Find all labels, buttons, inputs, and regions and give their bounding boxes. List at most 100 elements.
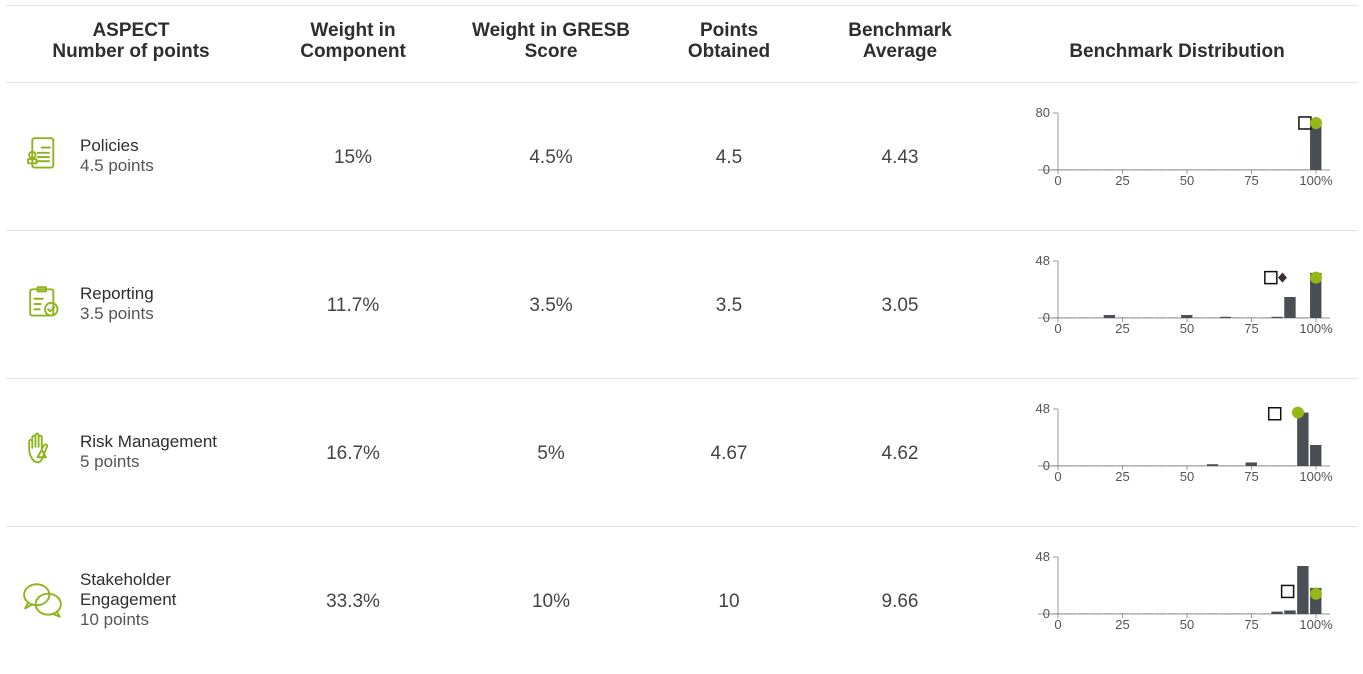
weight-score: 5% bbox=[537, 443, 564, 465]
aspect-points: 4.5 points bbox=[80, 156, 240, 176]
y-tick-label: 0 bbox=[1043, 310, 1050, 325]
histogram-bar bbox=[1284, 610, 1295, 614]
weight-component: 33.3% bbox=[326, 591, 380, 613]
marker-circle bbox=[1310, 117, 1322, 129]
x-tick-label: 25 bbox=[1115, 173, 1129, 188]
marker-square bbox=[1265, 272, 1277, 284]
histogram-bar bbox=[1310, 123, 1321, 170]
x-tick-label: 75 bbox=[1244, 321, 1258, 336]
histogram-bar bbox=[1246, 462, 1257, 466]
benchmark-average: 3.05 bbox=[882, 295, 919, 317]
top-border bbox=[6, 5, 1358, 6]
benchmark-average: 9.66 bbox=[882, 591, 919, 613]
y-tick-label: 48 bbox=[1036, 253, 1050, 268]
histogram-bar bbox=[1271, 317, 1282, 318]
column-header: Benchmark Distribution bbox=[1069, 41, 1284, 62]
x-tick-label: 0 bbox=[1054, 321, 1061, 336]
marker-square bbox=[1282, 585, 1294, 597]
marker-square bbox=[1299, 117, 1311, 129]
distribution-chart: 0 80 0 25 50 75 100% bbox=[1020, 82, 1360, 230]
y-tick-label: 48 bbox=[1036, 549, 1050, 564]
header-line: Benchmark Distribution bbox=[1069, 41, 1284, 62]
histogram-bar bbox=[1181, 315, 1192, 318]
benchmark-average: 4.62 bbox=[882, 443, 919, 465]
x-tick-label: 25 bbox=[1115, 617, 1129, 632]
weight-component: 15% bbox=[334, 147, 372, 169]
x-tick-label: 75 bbox=[1244, 617, 1258, 632]
histogram-bar bbox=[1104, 315, 1115, 318]
header-line: Obtained bbox=[688, 41, 770, 62]
aspect-icon bbox=[26, 135, 68, 177]
points-obtained: 10 bbox=[718, 591, 739, 613]
marker-circle bbox=[1310, 588, 1322, 600]
histogram-bar bbox=[1271, 612, 1282, 614]
x-tick-label: 50 bbox=[1180, 321, 1194, 336]
weight-component: 11.7% bbox=[327, 295, 379, 317]
aspect-name: Stakeholder Engagement bbox=[80, 570, 240, 610]
aspect-icon bbox=[22, 579, 64, 621]
benchmark-average: 4.43 bbox=[882, 147, 919, 169]
x-tick-label: 50 bbox=[1180, 469, 1194, 484]
x-tick-label: 50 bbox=[1180, 617, 1194, 632]
aspect-points: 3.5 points bbox=[80, 304, 240, 324]
header-line: Score bbox=[472, 41, 630, 62]
header-line: Weight in bbox=[300, 20, 406, 41]
histogram-bar bbox=[1207, 464, 1218, 466]
header-line: Benchmark bbox=[848, 20, 952, 41]
y-tick-label: 0 bbox=[1043, 606, 1050, 621]
aspect-name: Policies bbox=[80, 136, 240, 156]
x-tick-label: 75 bbox=[1244, 469, 1258, 484]
aspect-icon bbox=[26, 431, 68, 473]
marker-circle bbox=[1310, 272, 1322, 284]
histogram-bar bbox=[1297, 413, 1308, 466]
y-tick-label: 0 bbox=[1043, 458, 1050, 473]
weight-score: 3.5% bbox=[529, 295, 572, 317]
weight-score: 4.5% bbox=[529, 147, 572, 169]
aspect-points: 10 points bbox=[80, 610, 240, 630]
points-obtained: 3.5 bbox=[716, 295, 742, 317]
weight-component: 16.7% bbox=[326, 443, 380, 465]
x-tick-label: 50 bbox=[1180, 173, 1194, 188]
x-tick-label: 0 bbox=[1054, 173, 1061, 188]
points-obtained: 4.67 bbox=[711, 443, 748, 465]
y-tick-label: 0 bbox=[1043, 162, 1050, 177]
aspect-name: Risk Management bbox=[80, 432, 240, 452]
marker-diamond bbox=[1278, 273, 1287, 283]
x-tick-label: 25 bbox=[1115, 321, 1129, 336]
header-line: Points bbox=[688, 20, 770, 41]
marker-circle bbox=[1292, 407, 1304, 419]
histogram-bar bbox=[1297, 566, 1308, 614]
x-tick-label: 75 bbox=[1244, 173, 1258, 188]
histogram-bar bbox=[1310, 445, 1321, 466]
weight-score: 10% bbox=[532, 591, 570, 613]
distribution-chart: 0 48 0 25 50 75 100% bbox=[1020, 230, 1360, 378]
header-line: Component bbox=[300, 41, 406, 62]
y-tick-label: 48 bbox=[1036, 401, 1050, 416]
x-tick-label: 100% bbox=[1299, 617, 1333, 632]
aspect-points: 5 points bbox=[80, 452, 240, 472]
y-tick-label: 80 bbox=[1036, 105, 1050, 120]
points-obtained: 4.5 bbox=[716, 147, 742, 169]
aspect-icon bbox=[26, 283, 68, 325]
x-tick-label: 100% bbox=[1299, 469, 1333, 484]
x-tick-label: 0 bbox=[1054, 469, 1061, 484]
x-tick-label: 100% bbox=[1299, 321, 1333, 336]
histogram-bar bbox=[1220, 317, 1231, 318]
distribution-chart: 0 48 0 25 50 75 100% bbox=[1020, 378, 1360, 526]
header-line: ASPECT bbox=[52, 20, 209, 41]
header-line: Number of points bbox=[52, 41, 209, 62]
x-tick-label: 100% bbox=[1299, 173, 1333, 188]
x-tick-label: 25 bbox=[1115, 469, 1129, 484]
header-line: Average bbox=[848, 41, 952, 62]
marker-square bbox=[1269, 408, 1281, 420]
